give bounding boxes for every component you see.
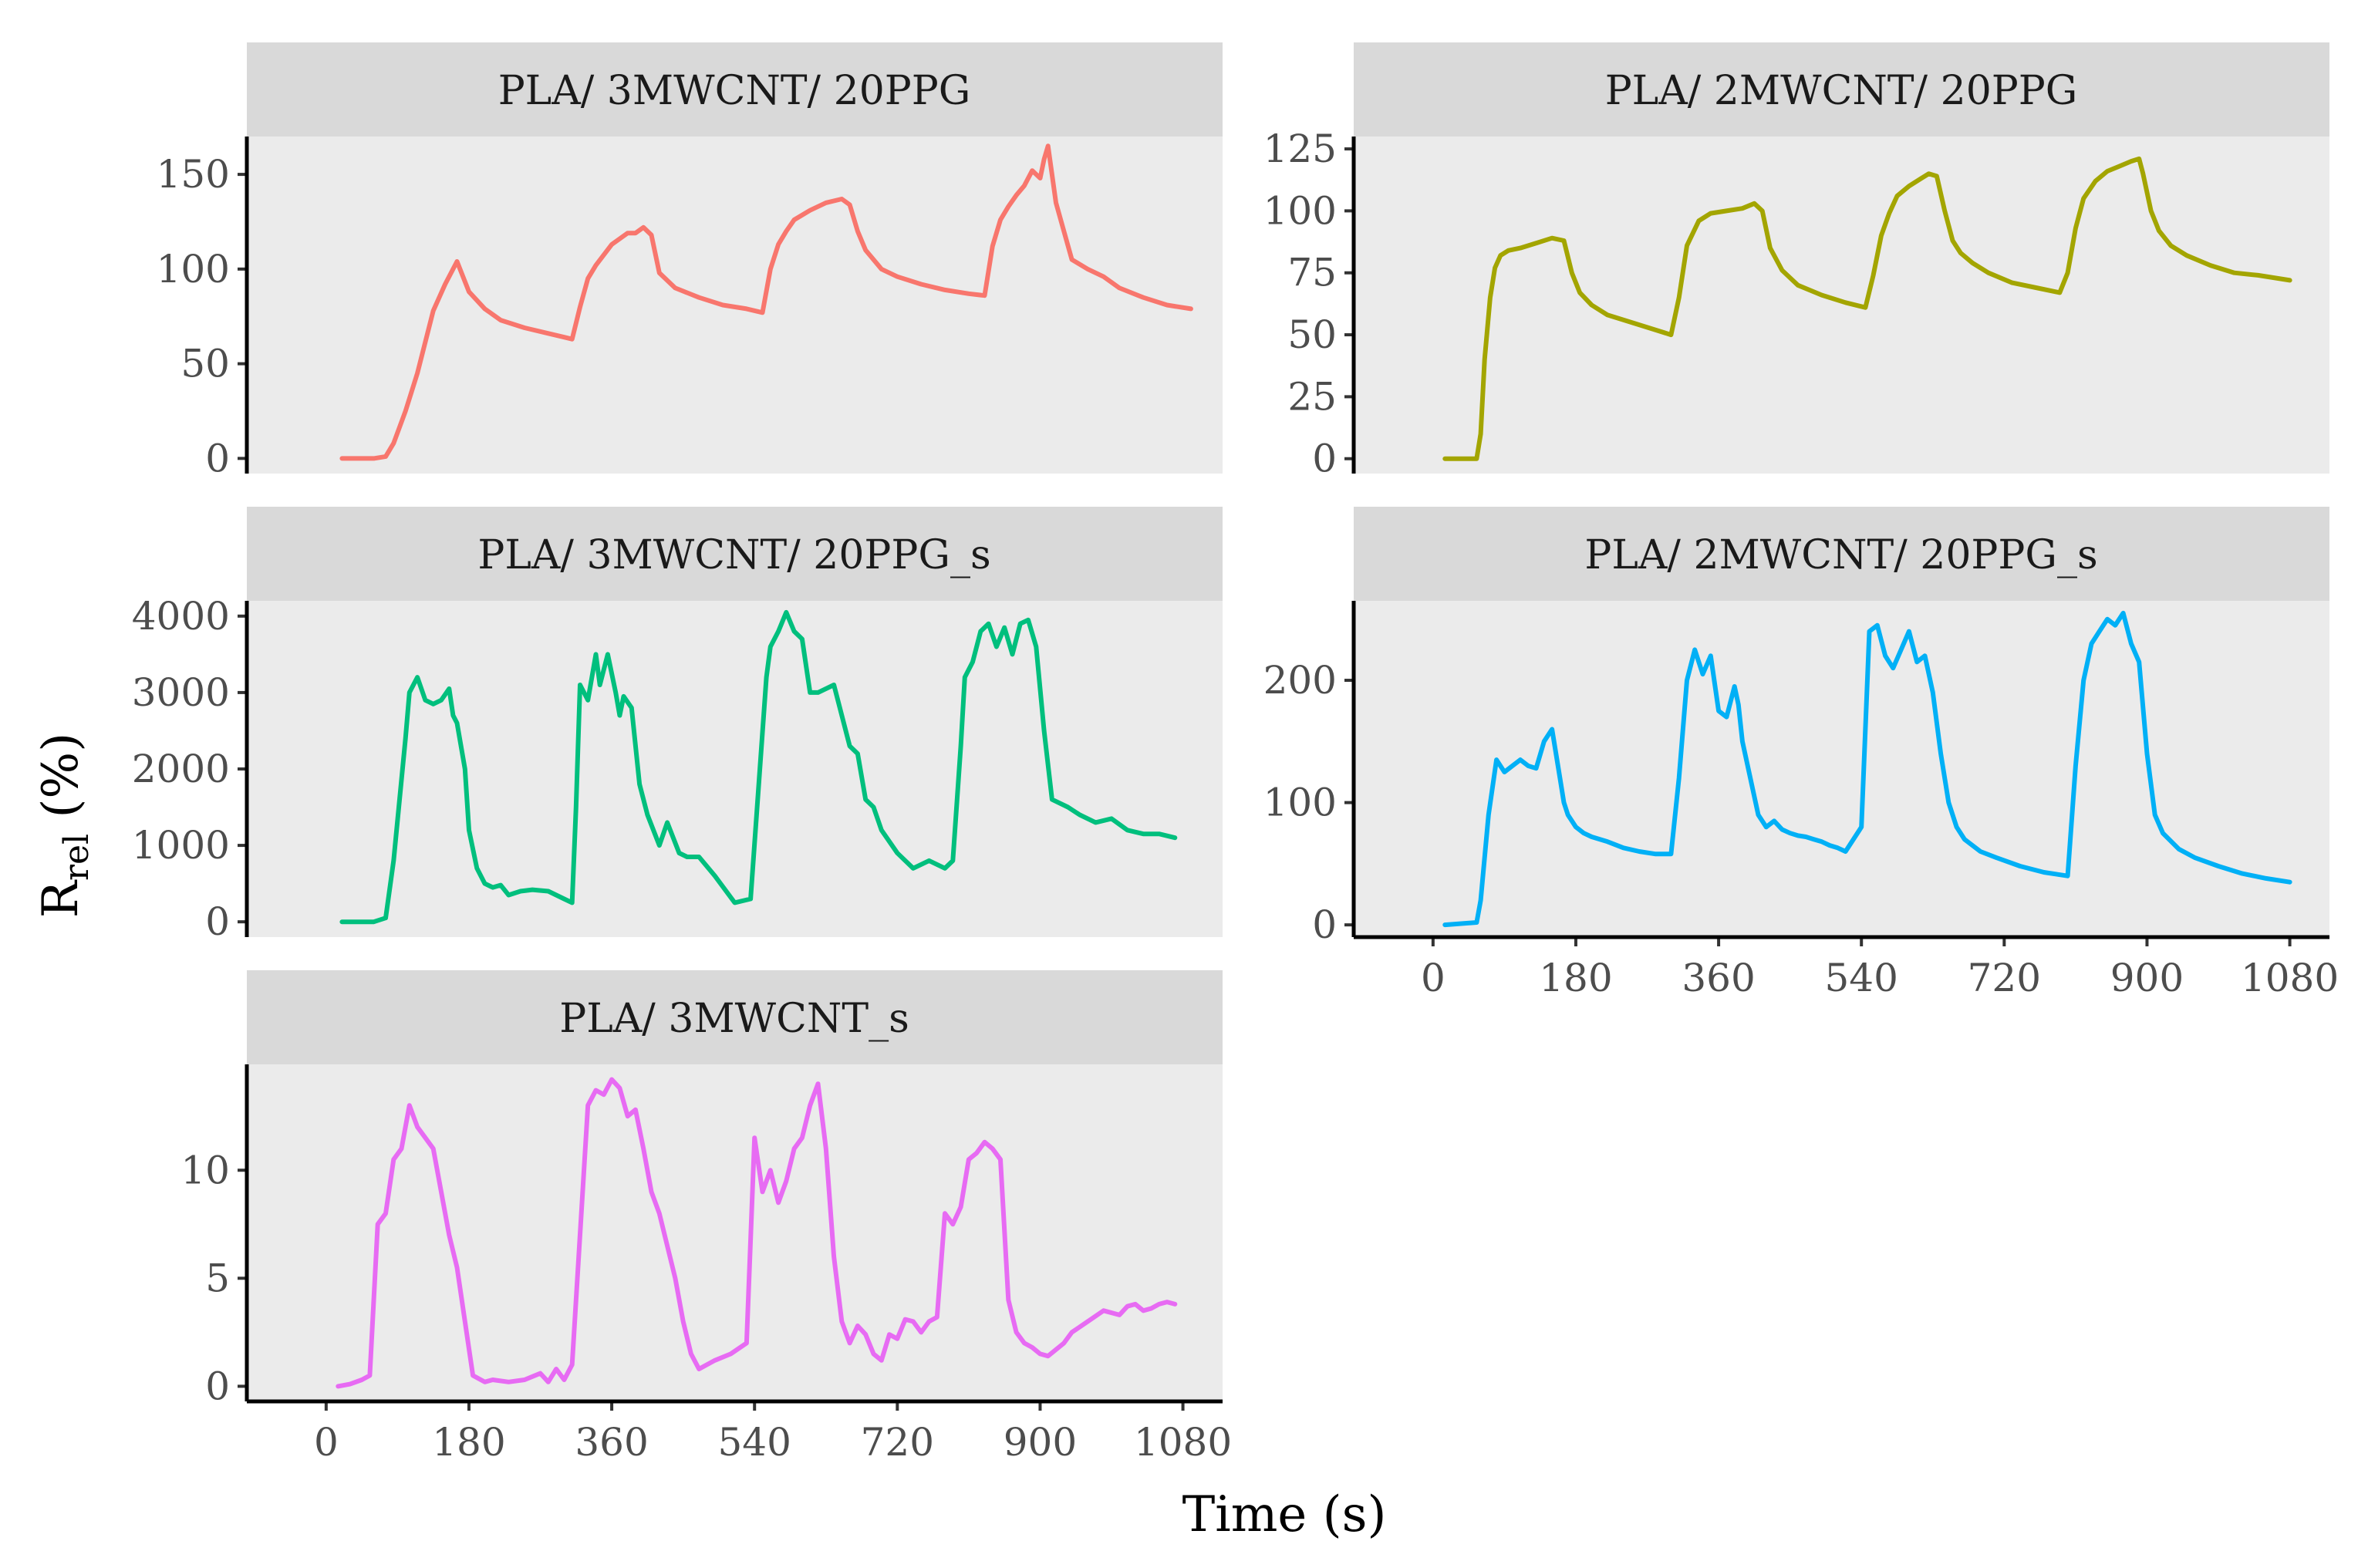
plot-marks: 0 25 50 75 100 125	[1263, 126, 2292, 481]
strip-background	[247, 970, 1223, 1064]
y-tick-label: 0	[205, 899, 230, 944]
x-tick-label: 1080	[1134, 1420, 1232, 1465]
y-tick-label: 5	[205, 1256, 230, 1300]
plot-marks: 0 1000 2000 3000 4000	[132, 594, 1178, 944]
strip-background	[1354, 507, 2329, 601]
y-tick-label: 3000	[132, 670, 230, 715]
y-tick-label: 100	[1263, 188, 1337, 233]
strip-title: PLA/ 3MWCNT/ 20PPG_s	[477, 532, 990, 578]
y-tick-label: 50	[1287, 312, 1337, 357]
strip-background	[1354, 42, 2329, 137]
x-tick-label: 720	[861, 1420, 934, 1465]
series-line	[336, 1077, 1178, 1389]
y-axis-title: Rrel (%)	[32, 733, 96, 918]
y-tick-label: 200	[1263, 658, 1337, 703]
strip-background	[247, 42, 1223, 137]
y-tick-label: 0	[205, 1364, 230, 1408]
y-axis-title-subscript: rel	[57, 834, 96, 881]
strip-title: PLA/ 3MWCNT/ 20PPG	[498, 68, 971, 114]
x-tick-label: 360	[1682, 956, 1755, 1000]
y-tick-label: 2000	[132, 747, 230, 791]
plot-background	[1354, 601, 2329, 937]
y-tick-label: 4000	[132, 594, 230, 639]
x-tick-label: 900	[2110, 956, 2184, 1000]
panel-pla-2mwcnt-20ppg: PLA/ 2MWCNT/ 20PPG 0 25 50 75 100 125	[1263, 42, 2329, 481]
y-tick-label: 100	[1263, 781, 1337, 825]
x-tick-label: 180	[432, 1420, 505, 1465]
y-tick-label: 1000	[132, 823, 230, 868]
strip-title: PLA/ 2MWCNT/ 20PPG	[1605, 68, 2078, 114]
series-line	[1442, 610, 2292, 928]
y-tick-label: 25	[1287, 374, 1337, 419]
strip-title: PLA/ 3MWCNT_s	[559, 996, 909, 1042]
x-tick-label: 900	[1004, 1420, 1077, 1465]
x-tick-label: 0	[1421, 956, 1445, 1000]
series-line	[1442, 156, 2292, 461]
x-tick-label: 540	[1824, 956, 1898, 1000]
x-tick-label: 180	[1539, 956, 1612, 1000]
plot-background	[247, 601, 1223, 937]
y-tick-label: 50	[180, 342, 230, 386]
strip-title: PLA/ 2MWCNT/ 20PPG_s	[1584, 532, 2097, 578]
plot-background	[1354, 137, 2329, 474]
y-axis-title-main: R	[32, 879, 89, 918]
x-tick-label: 540	[717, 1420, 791, 1465]
y-axis-title-unit: (%)	[32, 733, 89, 834]
y-tick-label: 75	[1287, 251, 1337, 295]
series-line	[339, 609, 1178, 925]
plot-marks: 0 100 200 0 180 360 540 720 900 1080	[1263, 610, 2339, 1000]
x-axis-title: Time (s)	[1182, 1486, 1387, 1543]
y-tick-label: 0	[205, 436, 230, 481]
y-tick-label: 150	[157, 152, 230, 197]
strip-background	[247, 507, 1223, 601]
panel-pla-3mwcnt-s: PLA/ 3MWCNT_s 0 5 10 0 180 360 540 720 900 1080	[180, 970, 1232, 1465]
y-tick-label: 125	[1263, 126, 1337, 171]
y-tick-label: 100	[157, 247, 230, 292]
x-tick-label: 360	[575, 1420, 648, 1465]
panel-pla-2mwcnt-20ppg-s: PLA/ 2MWCNT/ 20PPG_s 0 100 200 0 180 360 540 72…	[1263, 507, 2339, 1000]
plot-marks: 0 50 100 150	[157, 143, 1193, 481]
y-tick-label: 10	[180, 1148, 230, 1192]
x-tick-label: 1080	[2241, 956, 2339, 1000]
y-tick-label: 0	[1312, 902, 1337, 947]
x-tick-label: 720	[1968, 956, 2041, 1000]
series-line	[339, 143, 1193, 461]
x-tick-label: 0	[314, 1420, 339, 1465]
panel-pla-3mwcnt-20ppg-s: PLA/ 3MWCNT/ 20PPG_s 0 1000 2000 3000 4000	[132, 507, 1223, 944]
panel-pla-3mwcnt-20ppg: PLA/ 3MWCNT/ 20PPG 0 50 100 150	[157, 42, 1223, 481]
y-tick-label: 0	[1312, 437, 1337, 481]
